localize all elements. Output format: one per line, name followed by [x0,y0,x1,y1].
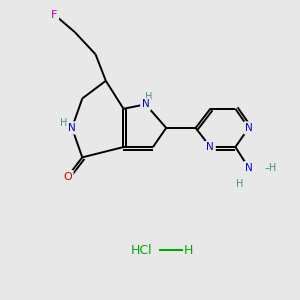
Text: N: N [245,163,253,173]
Text: O: O [63,172,72,182]
Text: HCl: HCl [130,244,152,256]
Text: N: N [142,99,149,110]
Text: H: H [236,179,244,189]
Text: F: F [51,10,58,20]
Text: H: H [145,92,152,102]
Text: H: H [184,244,193,256]
Text: N: N [245,123,253,133]
Text: N: N [206,142,214,152]
Text: N: N [68,123,76,133]
Text: H: H [60,118,68,128]
Text: –H: –H [265,163,277,173]
